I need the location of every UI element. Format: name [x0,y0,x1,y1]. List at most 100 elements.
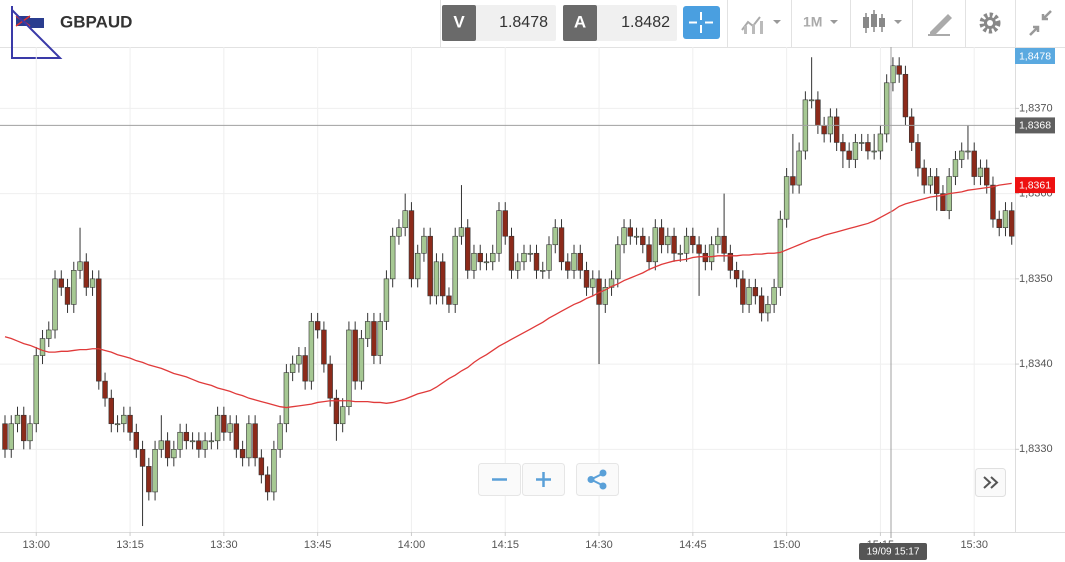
x-tick-label: 14:30 [585,539,613,551]
candle-body [721,235,727,254]
candle-body [521,252,527,263]
candle-body [533,252,540,271]
candle-body [821,125,827,135]
candle-body [915,142,921,169]
candle-body [21,414,27,442]
candle-body [971,150,977,177]
moving-average-line [4,182,1012,409]
candle-body [846,150,852,160]
zoom-out-button[interactable] [478,463,521,496]
candle-body [708,244,715,263]
x-tick-label: 13:00 [22,539,50,551]
candle-body [458,227,465,237]
candle-body [658,227,665,246]
price-marker-label: 1,8361 [1019,179,1051,191]
candle-body [758,295,765,314]
candle-body [752,287,759,297]
candle-body [652,227,659,263]
candle-body [902,73,909,118]
candle-body [984,167,990,186]
candle-body [39,338,46,356]
candle-body [327,363,333,399]
candle-body [527,252,533,255]
candle-body [965,150,971,153]
candle-body [283,372,290,425]
candle-body [671,235,677,254]
candle-body [490,252,496,263]
candle-body [296,355,302,365]
candle-body [696,244,702,254]
candle-body [496,210,502,254]
candle-body [977,167,984,177]
candle-body [771,287,777,305]
zoom-in-button[interactable] [522,463,565,496]
x-tick-label: 13:30 [210,539,238,551]
price-marker-label: 1,8368 [1019,120,1051,132]
candle-body [571,252,577,271]
share-button[interactable] [576,463,619,496]
candle-body [908,116,915,143]
candle-body [152,449,158,493]
candle-body [896,65,902,75]
collapse-button[interactable] [1029,10,1052,36]
candle-body [202,440,208,450]
candle-body [746,287,752,305]
scroll-right-button[interactable] [975,468,1006,497]
candle-body [333,397,340,425]
candle-body [921,167,927,186]
candle-style-button[interactable] [863,10,902,33]
candle-body [583,270,590,288]
price-marker-label: 1,8478 [1019,50,1051,62]
candle-body [508,235,515,271]
buy-button[interactable]: A 1.8482 [563,5,677,41]
candle-body [89,278,96,288]
crosshair-button[interactable] [683,6,720,39]
candle-body [446,295,452,305]
candle-body [483,261,490,264]
x-tick-label: 14:45 [679,539,707,551]
settings-button[interactable] [979,12,1001,34]
crosshair-time-box [859,543,927,560]
candle-body [127,414,133,433]
candle-body [52,278,58,331]
x-tick-label: 14:15 [491,539,519,551]
candle-body [121,414,127,425]
candle-body [715,235,721,246]
candle-body [677,252,684,255]
candle-body [883,82,890,135]
candle-body [959,150,965,160]
candle-body [640,235,646,246]
sell-button[interactable]: V 1.8478 [442,5,556,41]
candle-body [871,150,877,153]
candle-body [465,227,471,271]
candle-body [615,244,621,280]
candle-body [358,338,365,382]
candle-body [702,252,709,263]
candle-body [396,227,402,237]
candle-body [765,304,771,314]
candle-body [139,449,146,467]
candle-body [633,235,640,238]
candle-body [164,440,171,459]
candle-body [352,329,358,382]
candle-body [277,423,283,450]
candles [2,57,1015,527]
candle-body [646,244,652,263]
candle-body [196,440,202,450]
candle-body [502,210,508,237]
candle-body [877,133,884,152]
chart-type-button[interactable] [741,16,781,34]
candle-body [208,440,215,443]
candle-body [252,423,258,459]
candle-body [790,176,796,186]
symbol: GBPAUD [60,12,132,31]
sell-label: V [453,12,465,31]
drawing-tool-button[interactable] [928,14,952,36]
candle-body [371,321,377,356]
timeframe-button[interactable]: 1M [803,14,838,30]
candle-body [621,227,627,246]
candle-body [996,218,1002,229]
